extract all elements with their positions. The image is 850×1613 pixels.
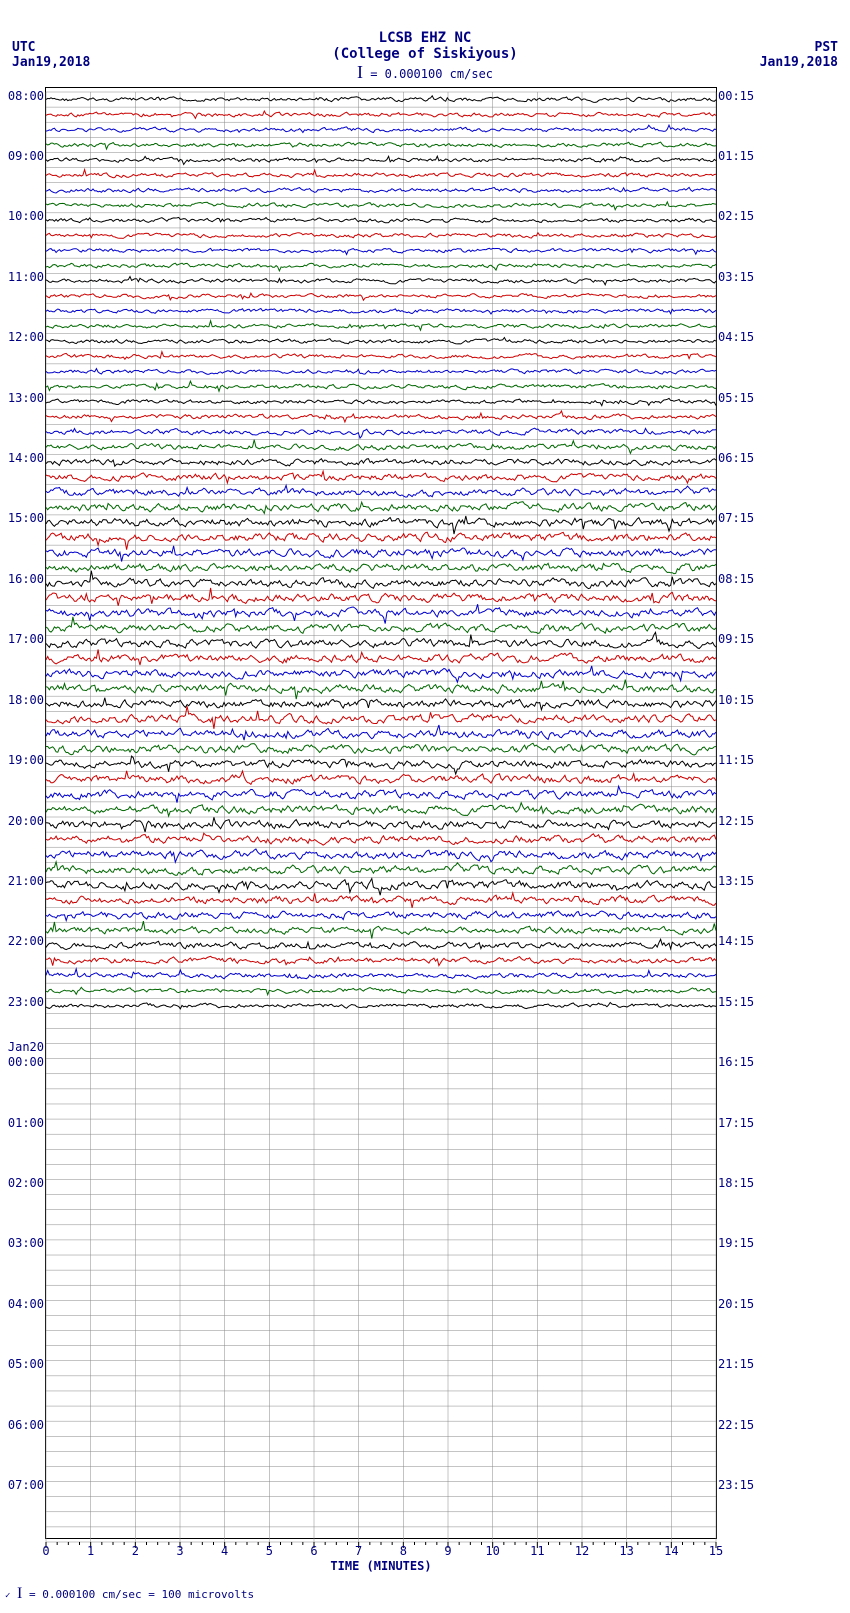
x-tick-label: 9 (444, 1544, 451, 1558)
x-tick-label: 2 (132, 1544, 139, 1558)
left-time-label: 18:00 (8, 693, 44, 707)
jan20-label: Jan20 (8, 1040, 44, 1054)
x-tick-label: 15 (709, 1544, 723, 1558)
chart-area: 08:0009:0010:0011:0012:0013:0014:0015:00… (45, 87, 717, 1539)
x-tick-label: 5 (266, 1544, 273, 1558)
left-time-label: 12:00 (8, 330, 44, 344)
right-time-label: 01:15 (718, 149, 754, 163)
right-time-label: 16:15 (718, 1055, 754, 1069)
location-subtitle: (College of Siskiyous) (0, 46, 850, 62)
left-time-label: 16:00 (8, 572, 44, 586)
right-time-label: 06:15 (718, 451, 754, 465)
right-time-label: 13:15 (718, 874, 754, 888)
left-time-label: 23:00 (8, 995, 44, 1009)
right-time-label: 12:15 (718, 814, 754, 828)
date-left: Jan19,2018 (12, 55, 90, 70)
x-axis-label: TIME (MINUTES) (46, 1559, 716, 1573)
x-tick-label: 14 (664, 1544, 678, 1558)
utc-label: UTC (12, 40, 35, 55)
left-time-label: 10:00 (8, 209, 44, 223)
left-time-label: 21:00 (8, 874, 44, 888)
left-time-label: 05:00 (8, 1357, 44, 1371)
x-tick-label: 10 (485, 1544, 499, 1558)
date-right: Jan19,2018 (760, 55, 838, 70)
left-time-label: 14:00 (8, 451, 44, 465)
left-time-label: 07:00 (8, 1478, 44, 1492)
x-tick-label: 3 (176, 1544, 183, 1558)
seismogram-container: UTC Jan19,2018 PST Jan19,2018 LCSB EHZ N… (0, 0, 850, 1613)
left-time-label: 02:00 (8, 1176, 44, 1190)
right-time-label: 11:15 (718, 753, 754, 767)
x-tick-label: 11 (530, 1544, 544, 1558)
left-time-label: 08:00 (8, 89, 44, 103)
right-time-label: 07:15 (718, 511, 754, 525)
right-time-label: 15:15 (718, 995, 754, 1009)
right-time-label: 03:15 (718, 270, 754, 284)
left-time-label: 17:00 (8, 632, 44, 646)
right-time-label: 21:15 (718, 1357, 754, 1371)
right-time-label: 14:15 (718, 934, 754, 948)
x-tick-label: 7 (355, 1544, 362, 1558)
x-tick-label: 1 (87, 1544, 94, 1558)
right-time-label: 08:15 (718, 572, 754, 586)
footer-scale: ✓ I = 0.000100 cm/sec = 100 microvolts (5, 1585, 254, 1603)
right-time-label: 09:15 (718, 632, 754, 646)
left-time-label: 13:00 (8, 391, 44, 405)
station-title: LCSB EHZ NC (0, 30, 850, 46)
right-time-label: 23:15 (718, 1478, 754, 1492)
left-time-label: 04:00 (8, 1297, 44, 1311)
left-time-label: 06:00 (8, 1418, 44, 1432)
seismogram-plot (46, 88, 716, 1546)
right-time-label: 02:15 (718, 209, 754, 223)
right-time-label: 17:15 (718, 1116, 754, 1130)
left-time-label: 01:00 (8, 1116, 44, 1130)
x-tick-label: 6 (310, 1544, 317, 1558)
x-tick-label: 8 (400, 1544, 407, 1558)
right-time-label: 05:15 (718, 391, 754, 405)
left-time-label: 11:00 (8, 270, 44, 284)
right-time-label: 19:15 (718, 1236, 754, 1250)
left-time-label: 20:00 (8, 814, 44, 828)
left-time-label: 22:00 (8, 934, 44, 948)
right-time-label: 20:15 (718, 1297, 754, 1311)
left-time-label: 09:00 (8, 149, 44, 163)
x-tick-label: 4 (221, 1544, 228, 1558)
right-time-label: 00:15 (718, 89, 754, 103)
header: LCSB EHZ NC (College of Siskiyous) I = 0… (0, 0, 850, 83)
left-time-label: 00:00 (8, 1055, 44, 1069)
left-time-label: 15:00 (8, 511, 44, 525)
right-time-label: 18:15 (718, 1176, 754, 1190)
left-time-label: 03:00 (8, 1236, 44, 1250)
x-tick-label: 13 (619, 1544, 633, 1558)
x-tick-label: 0 (42, 1544, 49, 1558)
pst-label: PST (815, 40, 838, 55)
right-time-label: 10:15 (718, 693, 754, 707)
x-tick-label: 12 (575, 1544, 589, 1558)
left-time-label: 19:00 (8, 753, 44, 767)
right-time-label: 22:15 (718, 1418, 754, 1432)
scale-text: I = 0.000100 cm/sec (0, 62, 850, 83)
right-time-label: 04:15 (718, 330, 754, 344)
